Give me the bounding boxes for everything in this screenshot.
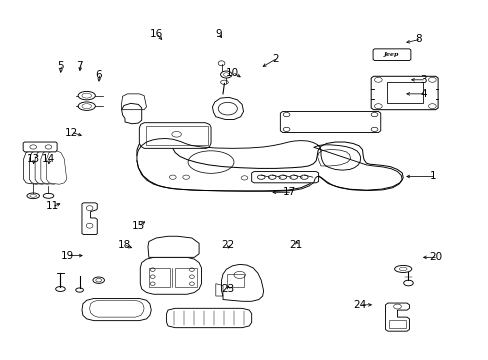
Polygon shape: [385, 303, 408, 331]
Polygon shape: [140, 257, 201, 294]
Bar: [175, 268, 196, 287]
Polygon shape: [41, 150, 61, 184]
Text: 21: 21: [289, 240, 302, 250]
Polygon shape: [23, 142, 57, 152]
Text: 10: 10: [225, 68, 239, 78]
Bar: [226, 274, 243, 287]
Bar: [386, 82, 422, 103]
Polygon shape: [23, 150, 43, 184]
Polygon shape: [317, 149, 350, 166]
Text: Jeep: Jeep: [383, 52, 399, 57]
Polygon shape: [148, 236, 199, 257]
Text: 14: 14: [42, 154, 55, 164]
Bar: [148, 268, 170, 287]
Polygon shape: [212, 97, 243, 120]
Text: 6: 6: [95, 69, 102, 80]
Text: 9: 9: [214, 29, 221, 39]
Polygon shape: [280, 112, 380, 132]
Text: 16: 16: [149, 29, 163, 39]
Polygon shape: [372, 49, 410, 60]
Polygon shape: [166, 308, 251, 328]
Text: 8: 8: [415, 34, 422, 44]
Polygon shape: [221, 264, 263, 301]
Text: 15: 15: [131, 221, 145, 231]
Text: 22: 22: [221, 240, 234, 250]
Text: 23: 23: [221, 284, 234, 294]
Text: 24: 24: [353, 300, 366, 310]
Polygon shape: [139, 123, 211, 148]
Text: 13: 13: [26, 154, 40, 164]
Polygon shape: [35, 150, 55, 184]
Text: 3: 3: [420, 75, 426, 85]
Text: 5: 5: [57, 61, 63, 71]
Polygon shape: [46, 150, 66, 184]
Bar: [388, 320, 405, 328]
Text: 18: 18: [117, 240, 130, 250]
Polygon shape: [251, 172, 318, 183]
Text: 19: 19: [61, 251, 74, 261]
Bar: [145, 126, 207, 145]
Text: 4: 4: [420, 89, 426, 99]
Text: 2: 2: [272, 54, 278, 64]
Polygon shape: [122, 103, 142, 124]
Polygon shape: [82, 298, 151, 321]
Text: 17: 17: [283, 187, 296, 197]
Polygon shape: [29, 150, 49, 184]
Polygon shape: [82, 203, 97, 234]
Polygon shape: [370, 76, 437, 110]
Text: 11: 11: [45, 201, 59, 211]
Text: 12: 12: [65, 127, 78, 138]
Text: 1: 1: [429, 171, 436, 181]
Text: 7: 7: [76, 61, 82, 71]
Polygon shape: [137, 137, 403, 191]
Text: 20: 20: [428, 252, 441, 262]
